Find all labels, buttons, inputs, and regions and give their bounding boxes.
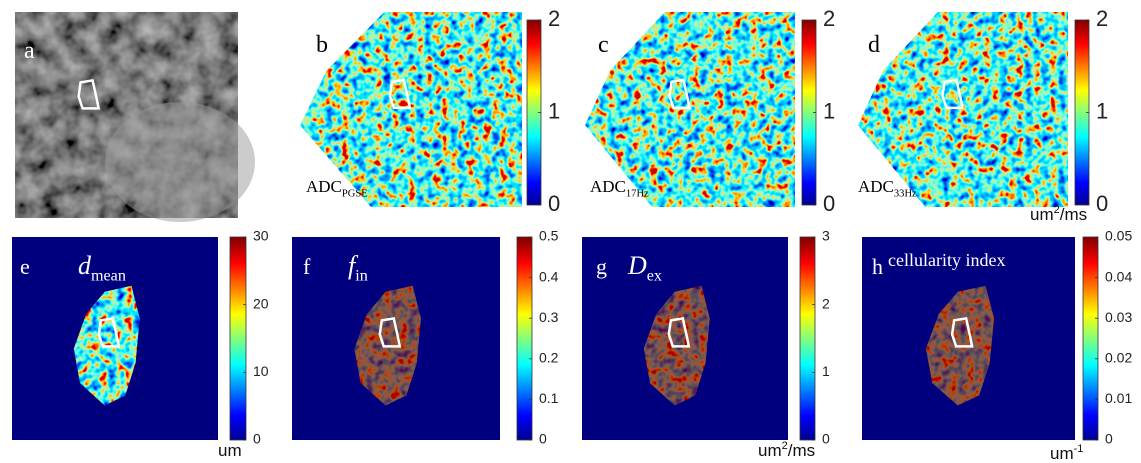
map-label: cellularity index xyxy=(888,250,1005,270)
colorbar-tick-label: 3 xyxy=(822,228,830,244)
label-main: cellularity index xyxy=(888,250,1005,270)
breast-tissue xyxy=(105,102,255,222)
label-sub: ex xyxy=(647,268,662,285)
panel-letter: c xyxy=(598,32,609,58)
unit-sup: -1 xyxy=(1074,443,1084,455)
colorbar-tick-label: 0.03 xyxy=(1105,309,1132,325)
panel: c ADC17Hz 0 1 2 xyxy=(585,6,835,216)
label-main: ADC xyxy=(858,177,894,196)
label-main: D xyxy=(627,251,647,280)
label-main: f xyxy=(348,251,359,280)
colorbar-tick-label: 0 xyxy=(822,431,830,447)
label-main: ADC xyxy=(590,177,626,196)
colorbar-tick-label: 0.2 xyxy=(539,350,559,366)
colorbar-tick-label: 1 xyxy=(823,98,835,123)
panel: a xyxy=(15,12,255,222)
label-main: d xyxy=(78,251,92,280)
label-sub: 17Hz xyxy=(626,188,649,199)
map-label: ADC33Hz xyxy=(858,177,917,199)
roi-outline xyxy=(77,78,101,110)
colorbar xyxy=(799,236,816,441)
roi-outline xyxy=(388,78,412,110)
label-sub: in xyxy=(355,268,368,285)
label-sub: mean xyxy=(91,268,126,285)
colorbar-tick-label: 0.01 xyxy=(1105,390,1132,406)
unit-label: um xyxy=(218,441,242,460)
map-label: ADC17Hz xyxy=(590,177,649,199)
map-label: Dex xyxy=(627,251,662,285)
panel-letter: f xyxy=(303,254,311,279)
label-sub: 33Hz xyxy=(894,188,917,199)
panel: e dmean 0 10 20 30 um xyxy=(12,228,269,460)
colorbar-tick-label: 0.1 xyxy=(539,390,559,406)
colorbar xyxy=(1082,236,1099,441)
unit-label: um2/ms xyxy=(758,440,815,460)
colorbar-tick-label: 0 xyxy=(1105,431,1113,447)
panel-letter: b xyxy=(316,32,328,58)
colorbar-tick-label: 0 xyxy=(253,431,261,447)
roi-outline xyxy=(667,316,691,348)
colorbar-tick-label: 0.4 xyxy=(539,268,559,284)
colorbar-tick-label: 0 xyxy=(1096,191,1108,216)
unit-main: um xyxy=(758,441,782,460)
unit-rest: /ms xyxy=(1060,205,1087,224)
roi-outline xyxy=(97,316,121,348)
colorbar-tick-label: 0 xyxy=(548,191,560,216)
label-sub: PGSE xyxy=(342,188,368,199)
colorbar-tick-label: 2 xyxy=(548,6,560,31)
colorbar-tick-label: 2 xyxy=(822,295,830,311)
colorbar-tick-label: 10 xyxy=(253,363,269,379)
roi-outline xyxy=(950,316,974,348)
unit-rest: /ms xyxy=(788,441,815,460)
colorbar-tick-label: 0.5 xyxy=(539,228,559,244)
panel-letter: e xyxy=(20,254,30,279)
map-label: ADCPGSE xyxy=(306,177,368,199)
colorbar xyxy=(229,236,247,441)
panel: h cellularity index 0 0.01 0.02 0.03 0.04 0.05 u… xyxy=(862,228,1132,463)
roi-outline xyxy=(668,78,692,110)
unit-label: um-1 xyxy=(1050,443,1083,463)
map-label: fin xyxy=(348,251,368,285)
unit-main: um xyxy=(1050,444,1074,463)
colorbar-tick-label: 2 xyxy=(823,6,835,31)
unit-label: um2/ms xyxy=(1030,204,1087,224)
colorbar-tick-label: 1 xyxy=(822,363,830,379)
label-main: ADC xyxy=(306,177,342,196)
colorbar-tick-label: 20 xyxy=(253,295,269,311)
colorbar-tick-label: 0 xyxy=(539,431,547,447)
colorbar-tick-label: 0.04 xyxy=(1105,268,1132,284)
panel-letter: g xyxy=(596,254,607,279)
colorbar xyxy=(516,236,533,441)
unit-main: um xyxy=(1030,205,1054,224)
colorbar-tick-label: 0 xyxy=(823,191,835,216)
colorbar-tick-label: 1 xyxy=(548,98,560,123)
panel-letter: a xyxy=(24,38,35,64)
colorbar-tick-label: 2 xyxy=(1096,6,1108,31)
colorbar-tick-label: 1 xyxy=(1096,98,1108,123)
panel: b ADCPGSE 0 1 2 xyxy=(300,6,560,216)
panel-letter: h xyxy=(872,254,883,279)
colorbar-tick-label: 0.02 xyxy=(1105,350,1132,366)
unit-main: um xyxy=(218,441,242,460)
unit-sup: 2 xyxy=(782,440,788,452)
map-label: dmean xyxy=(78,251,126,285)
colorbar-tick-label: 0.3 xyxy=(539,309,559,325)
unit-sup: 2 xyxy=(1054,204,1060,216)
panel-letter: d xyxy=(868,32,880,58)
colorbar-tick-label: 0.05 xyxy=(1105,228,1132,244)
colorbar-tick-label: 30 xyxy=(253,228,269,244)
roi-outline xyxy=(941,78,965,110)
roi-outline xyxy=(378,316,402,348)
